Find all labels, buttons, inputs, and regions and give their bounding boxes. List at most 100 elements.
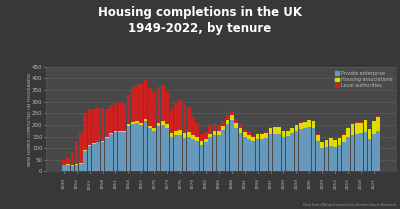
Bar xyxy=(355,134,358,171)
Bar xyxy=(282,136,285,171)
Bar xyxy=(234,123,238,128)
Bar xyxy=(182,138,186,171)
Bar xyxy=(316,135,320,141)
Bar xyxy=(342,134,346,135)
Bar xyxy=(213,131,216,135)
Bar xyxy=(174,135,178,171)
Bar xyxy=(238,128,242,133)
Bar xyxy=(282,131,285,136)
Bar xyxy=(277,127,281,134)
Bar xyxy=(359,123,363,133)
Bar xyxy=(92,144,96,171)
Bar xyxy=(264,138,268,171)
Bar xyxy=(221,130,225,171)
Bar xyxy=(316,134,320,135)
Bar xyxy=(208,134,212,137)
Bar xyxy=(75,164,78,165)
Bar xyxy=(92,109,96,143)
Bar xyxy=(230,120,234,171)
Legend: Private enterprise, Housing associations, Local authorities: Private enterprise, Housing associations… xyxy=(333,69,394,90)
Bar xyxy=(161,125,165,171)
Bar xyxy=(96,142,100,171)
Text: Housing completions in the UK
1949-2022, by tenure: Housing completions in the UK 1949-2022,… xyxy=(98,6,302,35)
Bar xyxy=(320,148,324,171)
Bar xyxy=(187,136,190,171)
Bar xyxy=(101,107,104,141)
Bar xyxy=(221,126,225,130)
Bar xyxy=(294,131,298,171)
Bar xyxy=(66,164,70,165)
Bar xyxy=(230,115,234,120)
Bar xyxy=(105,109,109,137)
Bar xyxy=(329,138,333,146)
Bar xyxy=(355,122,358,123)
Bar xyxy=(308,127,311,171)
Bar xyxy=(152,128,156,131)
Bar xyxy=(238,125,242,128)
Bar xyxy=(346,137,350,171)
Bar xyxy=(325,140,328,147)
Bar xyxy=(109,134,113,171)
Bar xyxy=(200,145,204,171)
Bar xyxy=(140,84,143,123)
Bar xyxy=(140,125,143,171)
Bar xyxy=(148,88,152,126)
Bar xyxy=(200,141,204,145)
Bar xyxy=(264,132,268,133)
Bar xyxy=(165,92,169,124)
Bar xyxy=(277,134,281,171)
Bar xyxy=(286,131,290,136)
Bar xyxy=(243,132,246,136)
Bar xyxy=(105,138,109,171)
Bar xyxy=(376,131,380,171)
Bar xyxy=(252,141,255,171)
Bar xyxy=(109,133,113,134)
Bar xyxy=(101,141,104,142)
Bar xyxy=(196,137,199,141)
Bar xyxy=(191,139,195,171)
Bar xyxy=(346,127,350,128)
Bar xyxy=(213,135,216,171)
Bar xyxy=(144,80,148,119)
Bar xyxy=(256,133,260,134)
Bar xyxy=(75,142,78,164)
Bar xyxy=(118,131,122,132)
Bar xyxy=(75,165,78,171)
Bar xyxy=(135,85,139,121)
Bar xyxy=(376,117,380,131)
Bar xyxy=(122,131,126,132)
Bar xyxy=(70,152,74,165)
Bar xyxy=(79,133,83,163)
Bar xyxy=(299,129,302,171)
Bar xyxy=(178,100,182,130)
Bar xyxy=(208,137,212,171)
Bar xyxy=(165,128,169,171)
Bar xyxy=(221,121,225,126)
Bar xyxy=(364,132,367,171)
Bar xyxy=(213,125,216,131)
Bar xyxy=(350,124,354,135)
Bar xyxy=(217,135,221,171)
Bar xyxy=(178,135,182,171)
Text: Data from ONS and compiled by Bondon House Research: Data from ONS and compiled by Bondon Hou… xyxy=(303,203,396,207)
Bar xyxy=(88,146,92,171)
Bar xyxy=(303,128,307,171)
Bar xyxy=(368,139,372,171)
Bar xyxy=(170,109,173,133)
Bar xyxy=(131,124,134,171)
Bar xyxy=(234,128,238,171)
Bar xyxy=(372,121,376,134)
Bar xyxy=(118,132,122,171)
Bar xyxy=(234,119,238,123)
Bar xyxy=(174,131,178,135)
Bar xyxy=(273,127,277,134)
Bar xyxy=(126,125,130,126)
Bar xyxy=(290,133,294,171)
Bar xyxy=(226,115,229,120)
Bar xyxy=(196,123,199,137)
Bar xyxy=(114,103,117,131)
Bar xyxy=(122,104,126,131)
Bar xyxy=(273,134,277,171)
Bar xyxy=(269,127,272,128)
Bar xyxy=(152,92,156,128)
